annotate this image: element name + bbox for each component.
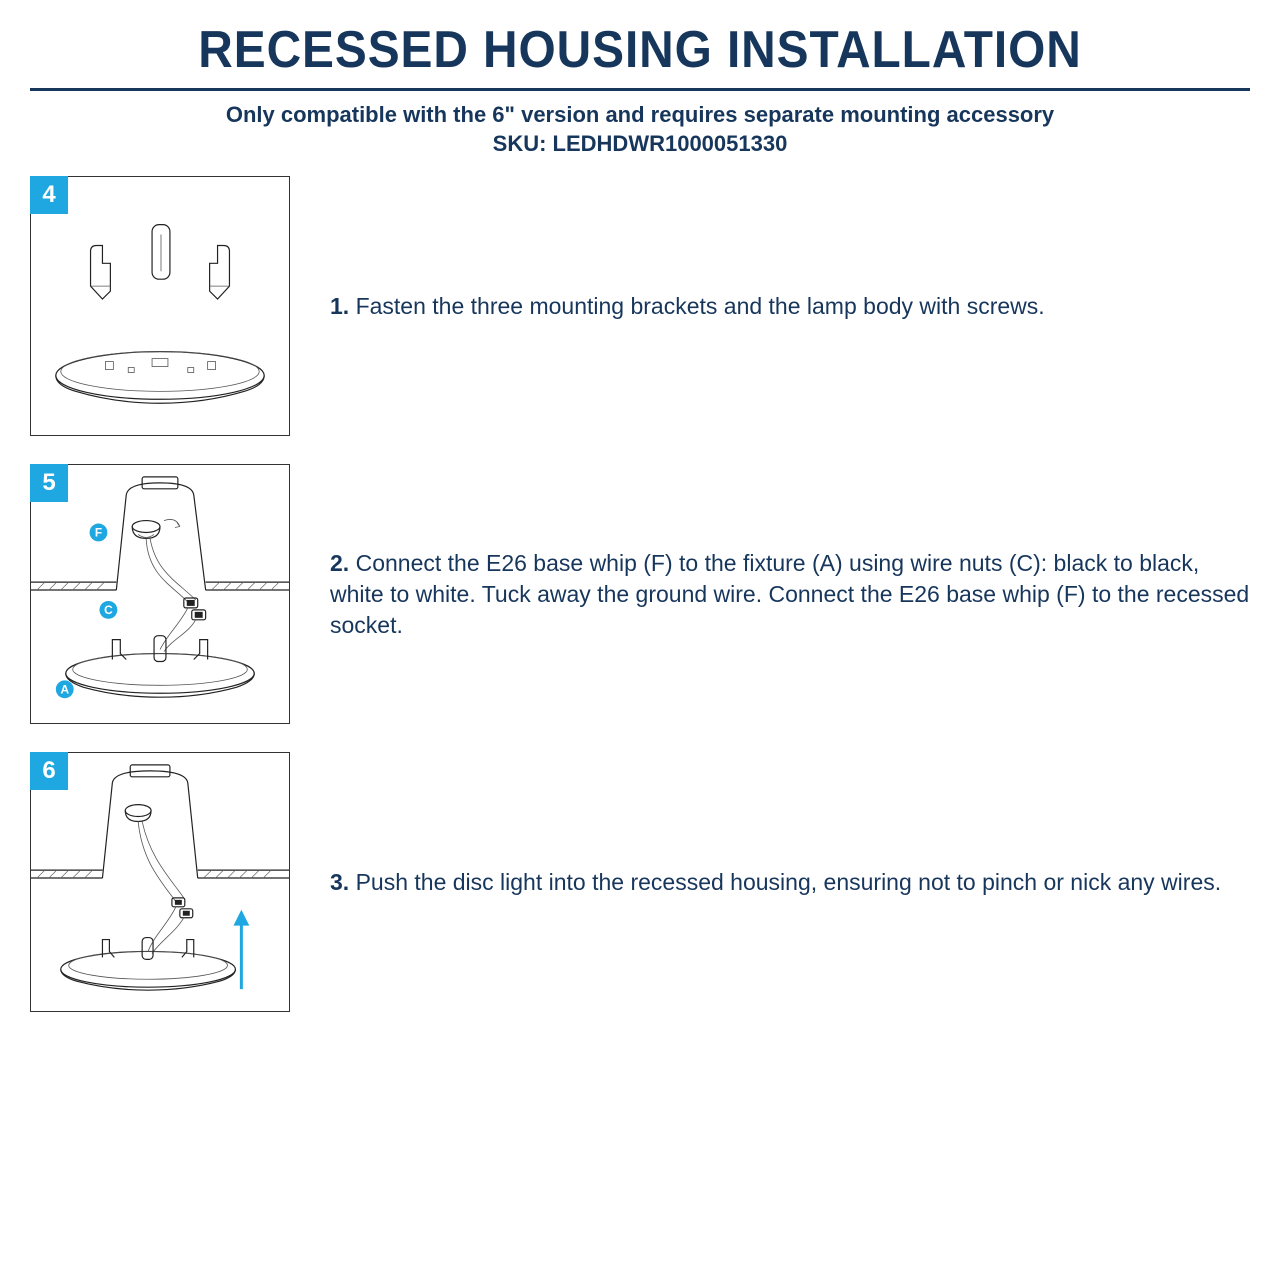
step-text-2-body: Connect the E26 base whip (F) to the fix… xyxy=(330,550,1249,638)
step-text-1: 1. Fasten the three mounting brackets an… xyxy=(290,291,1250,322)
diagram-3-svg xyxy=(31,753,289,1011)
step-row-1: 4 xyxy=(30,176,1250,436)
subtitle-line1: Only compatible with the 6" version and … xyxy=(226,102,1054,127)
step-text-1-num: 1. xyxy=(330,293,349,319)
step-text-3: 3. Push the disc light into the recessed… xyxy=(290,867,1250,898)
subtitle: Only compatible with the 6" version and … xyxy=(30,101,1250,158)
title-rule xyxy=(30,88,1250,91)
diagram-panel-1: 4 xyxy=(30,176,290,436)
diagram-1-svg xyxy=(31,177,289,435)
step-badge-1: 4 xyxy=(30,176,68,214)
step-text-2: 2. Connect the E26 base whip (F) to the … xyxy=(290,548,1250,641)
step-row-3: 6 xyxy=(30,752,1250,1012)
step-text-3-body: Push the disc light into the recessed ho… xyxy=(356,869,1222,895)
diagram-panel-2: 5 xyxy=(30,464,290,724)
step-row-2: 5 xyxy=(30,464,1250,724)
step-badge-3: 6 xyxy=(30,752,68,790)
diagram-2-svg: F C A xyxy=(31,465,289,723)
step-badge-2: 5 xyxy=(30,464,68,502)
svg-text:C: C xyxy=(104,603,113,617)
step-text-3-num: 3. xyxy=(330,869,349,895)
page-title: RECESSED HOUSING INSTALLATION xyxy=(79,20,1201,80)
step-text-1-body: Fasten the three mounting brackets and t… xyxy=(356,293,1045,319)
svg-text:F: F xyxy=(95,526,102,540)
subtitle-line2: SKU: LEDHDWR1000051330 xyxy=(493,131,788,156)
diagram-panel-3: 6 xyxy=(30,752,290,1012)
step-text-2-num: 2. xyxy=(330,550,349,576)
svg-text:A: A xyxy=(60,682,69,696)
